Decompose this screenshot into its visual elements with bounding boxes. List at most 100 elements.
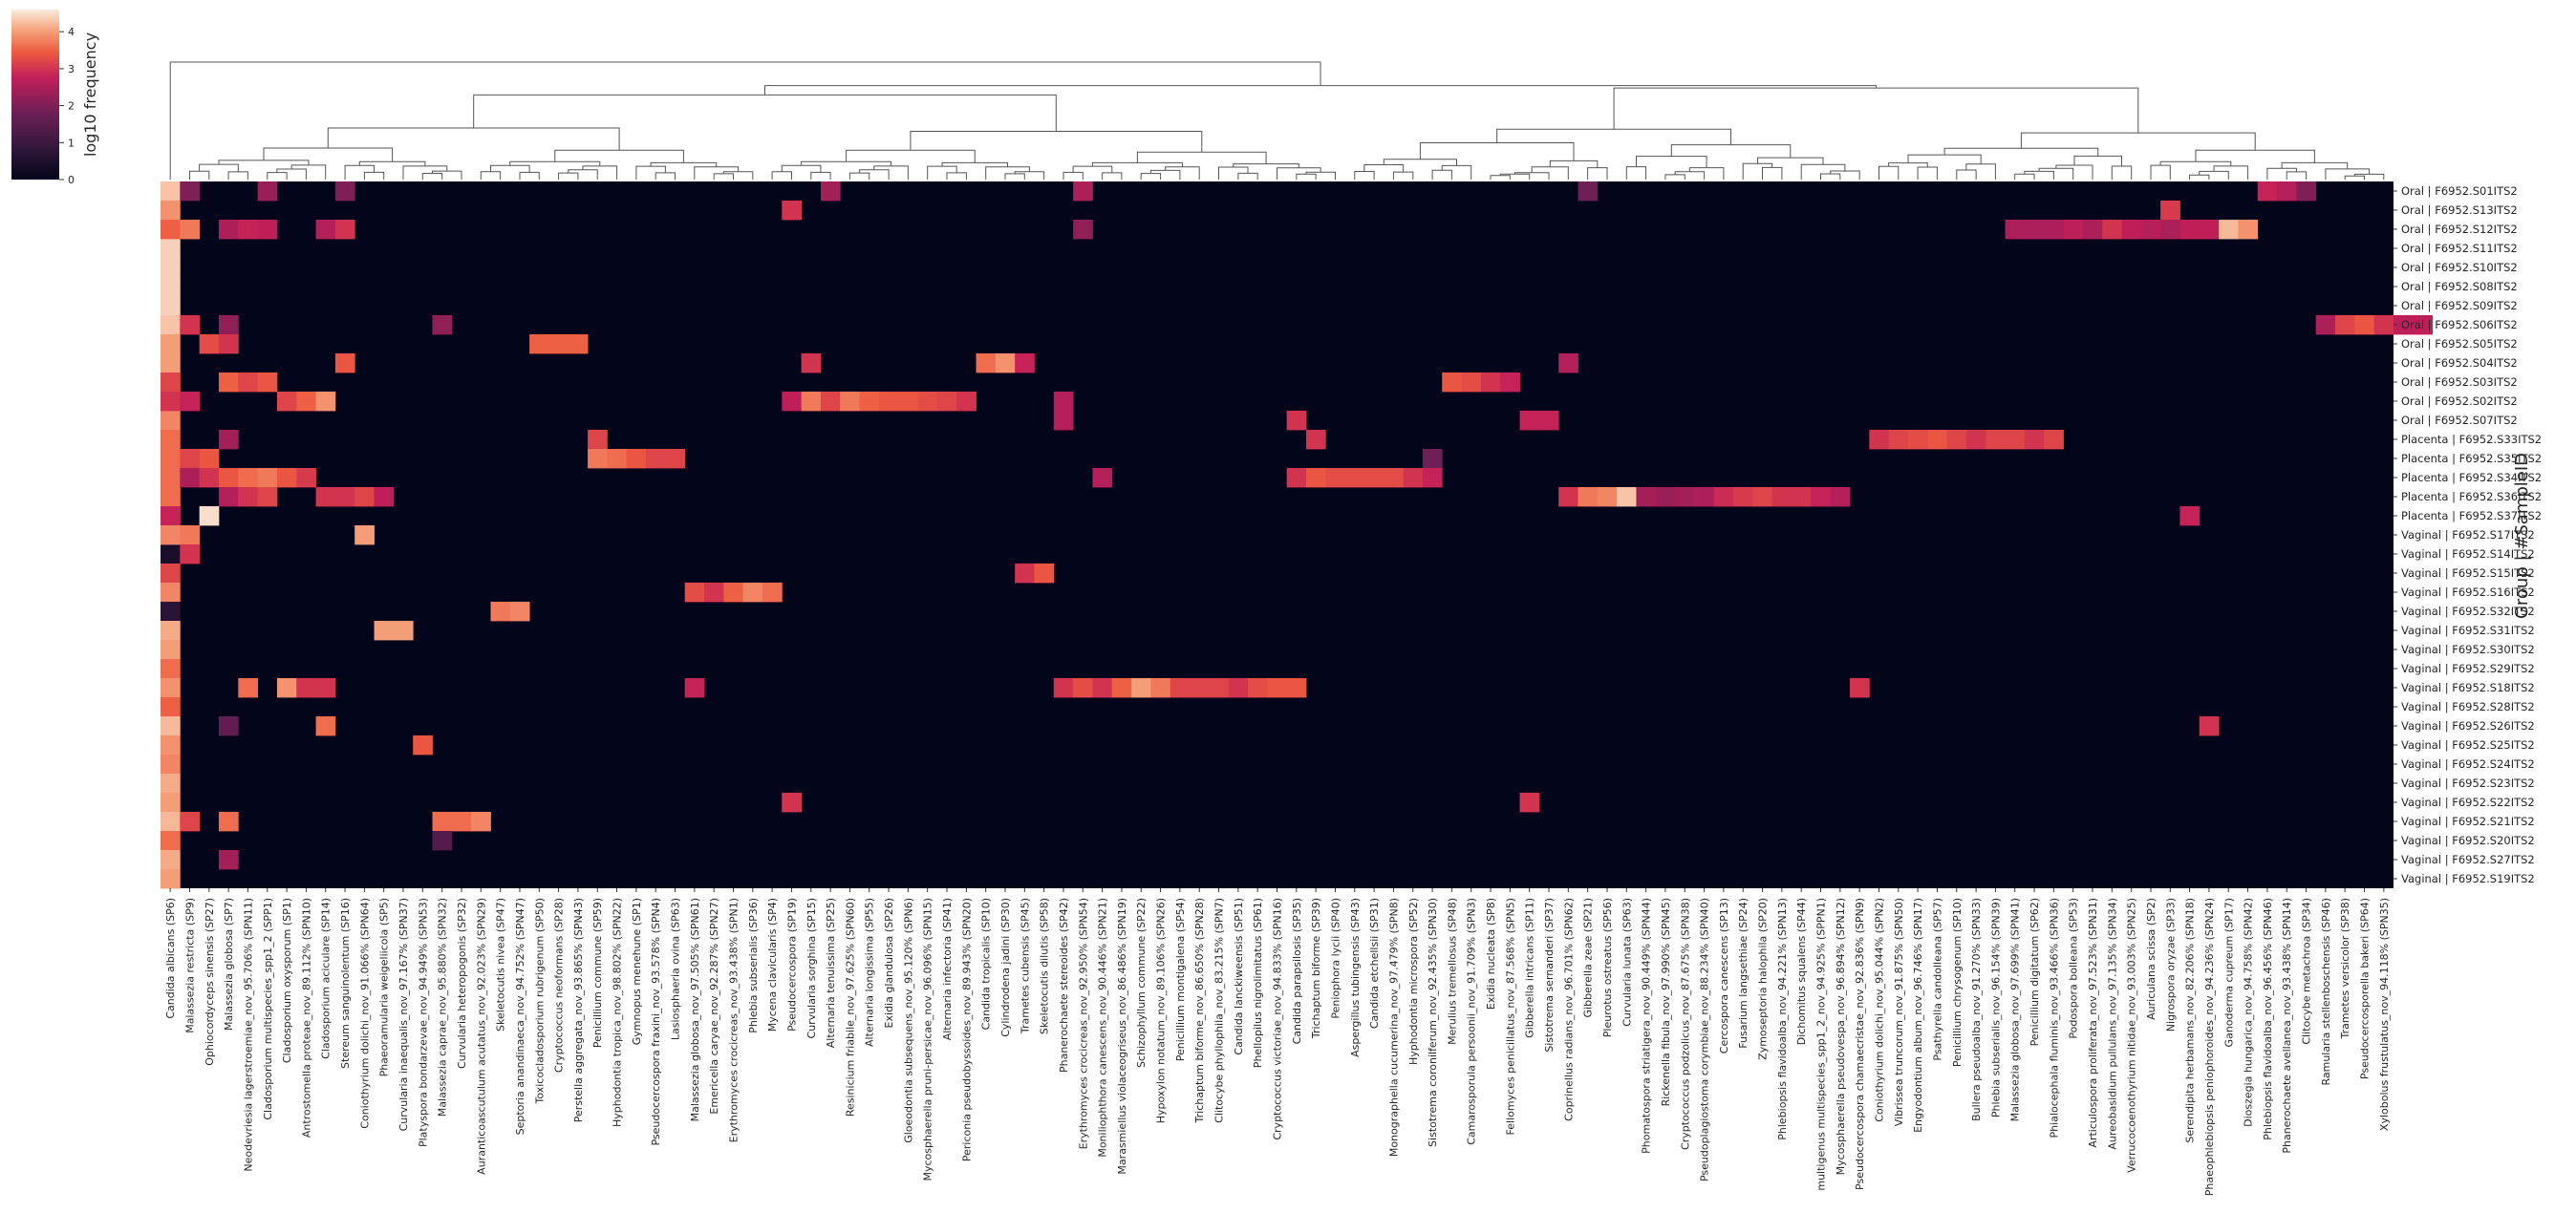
heatmap-cell <box>1092 468 1113 488</box>
heatmap-cell <box>2160 220 2180 240</box>
row-label: Vaginal | F6952.S18ITS2 <box>2401 681 2535 694</box>
heatmap-cell <box>1015 353 1035 373</box>
row-label: Vaginal | F6952.S24ITS2 <box>2401 757 2535 771</box>
column-label: Penicillium montigalena (SP54) <box>1174 898 1187 1061</box>
column-label: Resinicium friabile_nov_97.625% (SPN60) <box>844 898 856 1117</box>
heatmap-cell <box>161 564 181 584</box>
heatmap-cell <box>296 468 316 488</box>
dendrogram-link <box>1800 163 1846 180</box>
heatmap-cell <box>199 468 220 488</box>
heatmap-cell <box>432 831 453 851</box>
heatmap-cell <box>1092 678 1113 698</box>
column-label: Camarosporula persoonii_nov_91.709% (SPN… <box>1466 898 1478 1145</box>
column-label: Clitocybe phyllophila_nov_83.215% (SPN7) <box>1213 898 1226 1123</box>
heatmap-cell <box>1694 487 1715 507</box>
dendrogram-link <box>327 127 620 151</box>
heatmap-cell <box>161 583 181 603</box>
heatmap-cell <box>1228 678 1249 698</box>
column-label: Cryptococcus podzolicus_nov_87.675% (SPN… <box>1679 898 1691 1150</box>
heatmap-cell <box>161 640 181 660</box>
row-label: Oral | F6952.S12ITS2 <box>2401 223 2518 236</box>
column-label: Merulius tremellosus (SP48) <box>1446 898 1458 1045</box>
column-label: Engyodontium album_nov_96.746% (SPN17) <box>1912 898 1924 1133</box>
dendrogram-link <box>473 94 1057 132</box>
column-label: Candida lanckiweensis (SP51) <box>1233 898 1245 1055</box>
row-label: Vaginal | F6952.S25ITS2 <box>2401 738 2535 752</box>
heatmap-cell <box>161 812 181 832</box>
row-label: Placenta | F6952.S37ITS2 <box>2401 509 2542 522</box>
heatmap-cell <box>393 621 414 641</box>
heatmap-cell <box>626 449 647 469</box>
row-label: Vaginal | F6952.S28ITS2 <box>2401 700 2535 713</box>
heatmap-cell <box>684 583 705 603</box>
heatmap-cell <box>161 239 181 259</box>
heatmap-cell <box>2257 181 2278 202</box>
column-label: Phellopilus nigrolimitatus (SP61) <box>1252 898 1264 1068</box>
heatmap-cell <box>161 506 181 526</box>
heatmap-cell <box>1617 487 1637 507</box>
heatmap-cell <box>161 544 181 564</box>
heatmap-cell <box>432 315 453 335</box>
heatmap-cell <box>218 850 239 870</box>
colorbar-label: log10 frequency <box>81 32 99 157</box>
heatmap-cell <box>588 449 608 469</box>
heatmap-cell <box>1830 487 1851 507</box>
dendrogram-link <box>554 149 684 163</box>
dendrogram-link <box>1664 174 1685 180</box>
row-label: Oral | F6952.S08ITS2 <box>2401 280 2518 293</box>
dendrogram-link <box>1490 175 1511 180</box>
row-label: Vaginal | F6952.S15ITS2 <box>2401 566 2535 580</box>
row-label: Vaginal | F6952.S26ITS2 <box>2401 719 2535 733</box>
dendrogram-link <box>2020 132 2256 151</box>
heatmap-cell <box>161 201 181 221</box>
dendrogram-link <box>2073 155 2122 166</box>
column-label: Curvularia heteropogonis (SP32) <box>456 898 468 1069</box>
row-label: Vaginal | F6952.S19ITS2 <box>2401 872 2535 885</box>
heatmap-cell <box>1965 430 1986 450</box>
heatmap-cell <box>1209 678 1230 698</box>
dendrogram-link <box>810 171 831 180</box>
dendrogram-link <box>519 171 540 180</box>
heatmap-cell <box>917 392 938 412</box>
y-axis-label: Group | #SampleID <box>2512 453 2532 619</box>
heatmap-cell <box>238 678 259 698</box>
dendrogram-link <box>1674 171 1706 180</box>
column-label: Curvularia lunata (SP63) <box>1621 898 1633 1027</box>
heatmap-cell <box>161 315 181 335</box>
column-label: Phomatospora striatigera_nov_90.449% (SP… <box>1641 898 1653 1154</box>
row-label: Vaginal | F6952.S23ITS2 <box>2401 777 2535 790</box>
dendrogram-link <box>169 61 1321 180</box>
dendrogram-link <box>2014 173 2035 180</box>
row-label: Oral | F6952.S11ITS2 <box>2401 242 2518 255</box>
heatmap-cell <box>161 716 181 736</box>
colorbar-gradient <box>11 10 59 180</box>
dendrogram-link <box>363 171 385 180</box>
dendrogram-link <box>2038 167 2074 180</box>
column-label: Malassezia caprae_nov_95.880% (SPN32) <box>437 898 449 1117</box>
dendrogram-link <box>2111 165 2133 180</box>
heatmap-cell <box>1558 487 1578 507</box>
colorbar-ticks: 0 1 2 3 4 <box>59 26 75 186</box>
column-label: Skeletocutis dilutis (SP58) <box>1039 898 1051 1034</box>
dendrogram-link <box>1165 166 1200 180</box>
dendrogram-link <box>1742 162 1773 180</box>
heatmap-cell <box>782 793 803 813</box>
colorbar-tick-label: 2 <box>68 100 75 113</box>
heatmap-cell <box>2315 315 2336 335</box>
heatmap-cell <box>782 201 803 221</box>
heatmap-cell <box>161 220 181 240</box>
heatmap-cell <box>374 621 395 641</box>
heatmap-cell <box>1655 487 1676 507</box>
heatmap-grid <box>161 181 2434 889</box>
heatmap-cell <box>548 334 569 354</box>
column-label: Gloeodontia subsequens_nov_95.120% (SPN6… <box>902 898 914 1143</box>
heatmap-cell <box>1907 430 1928 450</box>
heatmap-cell <box>1053 392 1074 412</box>
heatmap-cell <box>1111 678 1132 698</box>
column-label: Phlebia subserialis_nov_96.154% (SPN39) <box>1989 898 2002 1117</box>
heatmap-cell <box>1150 678 1171 698</box>
heatmap-cell <box>2277 181 2297 202</box>
column-label: Periconia pseudobyssoides_nov_89.943% (S… <box>960 898 973 1161</box>
heatmap-cell <box>296 678 316 698</box>
heatmap-cell <box>2024 430 2045 450</box>
